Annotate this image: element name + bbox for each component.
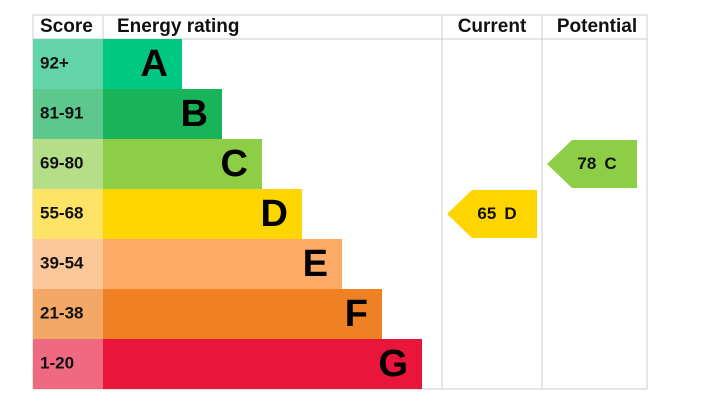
rating-letter: C xyxy=(221,143,248,185)
score-header: Score xyxy=(40,16,93,37)
current-arrow xyxy=(447,190,537,238)
rating-bar xyxy=(103,339,422,389)
score-label: 55-68 xyxy=(40,203,83,222)
score-label: 1-20 xyxy=(40,353,74,372)
score-cell xyxy=(33,239,103,289)
potential-label: 78 C xyxy=(577,154,616,173)
score-cell xyxy=(33,289,103,339)
rating-letter: E xyxy=(303,243,328,285)
rating-bar xyxy=(103,189,302,239)
score-label: 81-91 xyxy=(40,103,83,122)
current-header: Current xyxy=(458,16,527,37)
rating-letter: G xyxy=(378,343,408,385)
potential-value: 78 xyxy=(577,154,596,173)
current-label: 65 D xyxy=(477,204,516,223)
score-label: 39-54 xyxy=(40,253,84,272)
rating-bar xyxy=(103,289,382,339)
rating-bar xyxy=(103,239,342,289)
potential-arrow xyxy=(547,140,637,188)
score-cell xyxy=(33,189,103,239)
score-cell xyxy=(33,39,103,89)
potential-letter: C xyxy=(604,154,616,173)
rating-letter: A xyxy=(141,43,168,85)
current-value: 65 xyxy=(477,204,496,223)
rating-letter: F xyxy=(345,293,368,335)
rating-header: Energy rating xyxy=(117,16,239,37)
rating-bar xyxy=(103,39,182,89)
rating-letter: D xyxy=(261,193,288,235)
rating-bar xyxy=(103,139,262,189)
score-cell xyxy=(33,139,103,189)
score-cell xyxy=(33,89,103,139)
current-letter: D xyxy=(504,204,516,223)
score-label: 21-38 xyxy=(40,303,83,322)
score-cell xyxy=(33,339,103,389)
potential-header: Potential xyxy=(557,16,637,37)
score-label: 69-80 xyxy=(40,153,83,172)
rating-bar xyxy=(103,89,222,139)
rating-letter: B xyxy=(181,93,208,135)
score-label: 92+ xyxy=(40,53,69,72)
